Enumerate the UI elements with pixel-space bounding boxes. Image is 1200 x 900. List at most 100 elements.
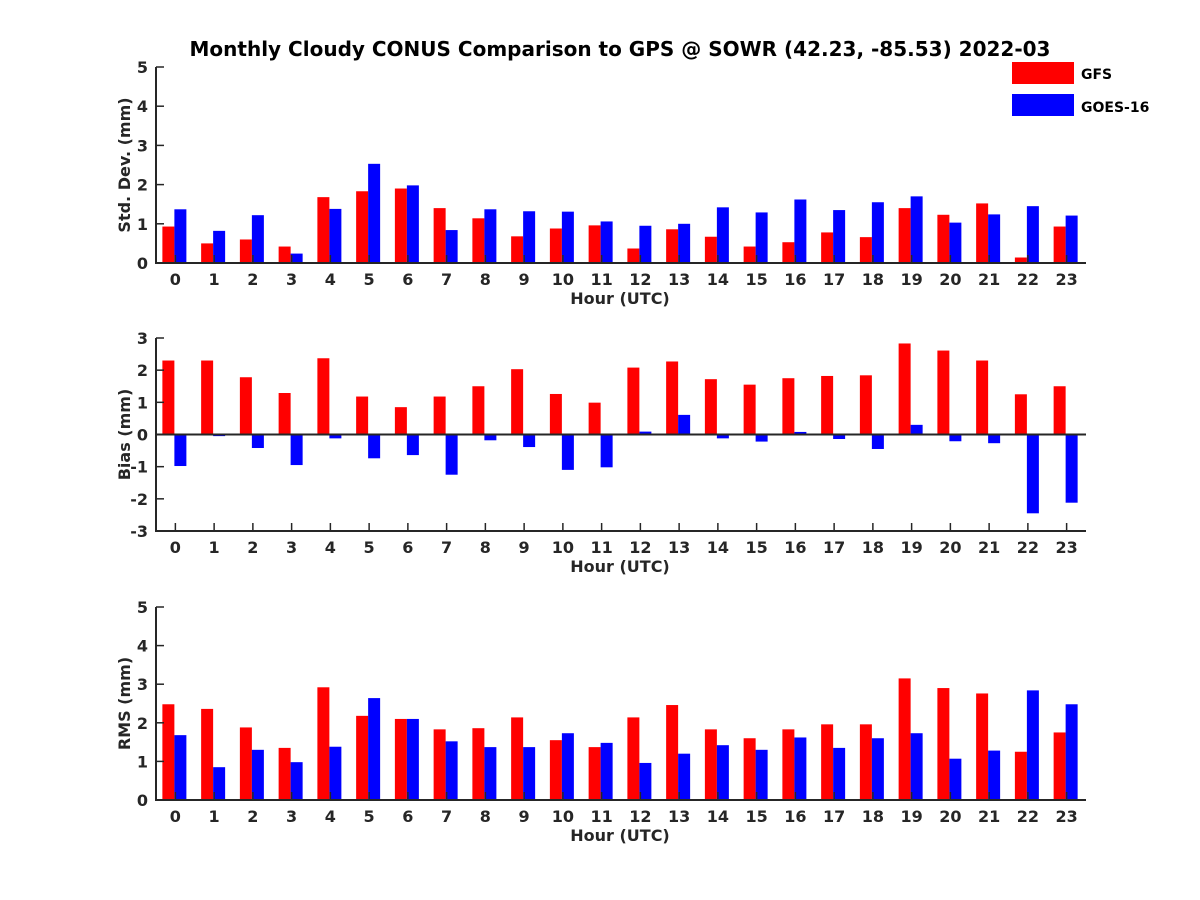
x-tick-label: 6	[402, 270, 413, 289]
x-tick-label: 7	[441, 270, 452, 289]
bar-gfs-hour-5	[356, 715, 369, 800]
bar-gfs-hour-7	[433, 396, 446, 435]
bar-goes16-hour-18	[871, 738, 884, 800]
bar-gfs-hour-23	[1053, 386, 1066, 435]
bar-gfs-hour-0	[162, 226, 175, 263]
bar-goes16-hour-8	[484, 209, 497, 263]
x-tick-label: 17	[823, 538, 845, 557]
x-tick-label: 11	[590, 270, 612, 289]
x-tick-label: 18	[862, 807, 884, 826]
bar-gfs-hour-12	[627, 248, 640, 263]
x-tick-label: 4	[325, 270, 336, 289]
bar-gfs-hour-10	[549, 228, 562, 263]
x-axis-label: Hour (UTC)	[570, 289, 670, 308]
bar-goes16-hour-1	[213, 230, 226, 263]
bar-gfs-hour-4	[317, 197, 330, 263]
bar-goes16-hour-18	[871, 202, 884, 263]
bar-goes16-hour-6	[406, 718, 419, 800]
bar-goes16-hour-5	[368, 163, 381, 263]
bar-goes16-hour-8	[484, 747, 497, 800]
bar-gfs-hour-13	[666, 229, 679, 263]
bar-gfs-hour-0	[162, 360, 175, 435]
x-tick-label: 6	[402, 807, 413, 826]
bar-gfs-hour-3	[278, 747, 291, 800]
y-tick-label: -1	[130, 458, 148, 477]
bar-goes16-hour-14	[716, 434, 729, 439]
bar-goes16-hour-10	[561, 434, 574, 470]
x-tick-label: 18	[862, 538, 884, 557]
y-tick-label: 5	[137, 598, 148, 617]
bar-goes16-hour-7	[445, 741, 458, 800]
bar-goes16-hour-12	[639, 431, 652, 435]
x-tick-label: 17	[823, 270, 845, 289]
bar-goes16-hour-16	[794, 431, 807, 435]
bar-gfs-hour-16	[782, 242, 795, 263]
bar-gfs-hour-13	[666, 705, 679, 800]
bar-gfs-hour-10	[549, 740, 562, 800]
bar-gfs-hour-19	[898, 208, 911, 263]
x-tick-label: 1	[209, 270, 220, 289]
bar-gfs-hour-18	[859, 724, 872, 800]
bar-gfs-hour-17	[821, 232, 834, 263]
legend-label-gfs: GFS	[1081, 67, 1112, 83]
bar-goes16-hour-13	[678, 753, 691, 800]
y-tick-label: 3	[137, 675, 148, 694]
bar-gfs-hour-11	[588, 225, 601, 263]
x-tick-label: 2	[247, 807, 258, 826]
x-tick-label: 13	[668, 538, 690, 557]
bar-goes16-hour-2	[251, 749, 264, 800]
x-tick-label: 11	[590, 807, 612, 826]
bar-goes16-hour-20	[949, 434, 962, 442]
bar-goes16-hour-7	[445, 434, 458, 475]
bar-goes16-hour-23	[1065, 434, 1078, 503]
y-tick-label: 3	[137, 329, 148, 348]
x-tick-label: 13	[668, 270, 690, 289]
x-tick-label: 23	[1055, 807, 1077, 826]
bar-goes16-hour-1	[213, 767, 226, 800]
bar-goes16-hour-5	[368, 434, 381, 459]
bar-goes16-hour-20	[949, 758, 962, 800]
bar-gfs-hour-0	[162, 704, 175, 800]
x-tick-label: 8	[480, 538, 491, 557]
bar-gfs-hour-7	[433, 208, 446, 263]
bar-goes16-hour-3	[290, 253, 303, 263]
x-tick-label: 13	[668, 807, 690, 826]
x-tick-label: 19	[900, 538, 922, 557]
bar-gfs-hour-11	[588, 402, 601, 435]
bar-gfs-hour-9	[511, 717, 524, 800]
x-tick-label: 12	[629, 538, 651, 557]
x-tick-label: 2	[247, 538, 258, 557]
bar-gfs-hour-15	[743, 384, 756, 435]
x-tick-label: 7	[441, 538, 452, 557]
bar-goes16-hour-6	[406, 185, 419, 263]
bar-goes16-hour-21	[988, 750, 1001, 800]
bar-gfs-hour-1	[201, 243, 214, 263]
bar-gfs-hour-14	[704, 729, 717, 800]
bar-goes16-hour-0	[174, 735, 187, 800]
bar-goes16-hour-17	[833, 210, 846, 263]
y-axis-label: Std. Dev. (mm)	[115, 97, 134, 232]
bar-gfs-hour-10	[549, 393, 562, 435]
x-tick-label: 3	[286, 270, 297, 289]
bar-gfs-hour-21	[976, 203, 989, 263]
bar-goes16-hour-9	[523, 434, 536, 448]
x-tick-label: 5	[364, 270, 375, 289]
x-tick-label: 10	[552, 807, 574, 826]
y-tick-label: 0	[137, 791, 148, 810]
bar-gfs-hour-2	[239, 377, 252, 435]
bar-goes16-hour-13	[678, 414, 691, 435]
bar-goes16-hour-2	[251, 434, 264, 449]
bar-gfs-hour-20	[937, 688, 950, 800]
bar-gfs-hour-18	[859, 375, 872, 435]
bar-gfs-hour-7	[433, 729, 446, 800]
legend-swatch-goes16	[1012, 94, 1074, 116]
bar-gfs-hour-22	[1014, 257, 1027, 263]
bar-gfs-hour-4	[317, 358, 330, 435]
x-axis-label: Hour (UTC)	[570, 826, 670, 845]
x-tick-label: 9	[519, 538, 530, 557]
bar-goes16-hour-13	[678, 223, 691, 263]
legend-label-goes16: GOES-16	[1081, 100, 1149, 116]
x-tick-label: 2	[247, 270, 258, 289]
